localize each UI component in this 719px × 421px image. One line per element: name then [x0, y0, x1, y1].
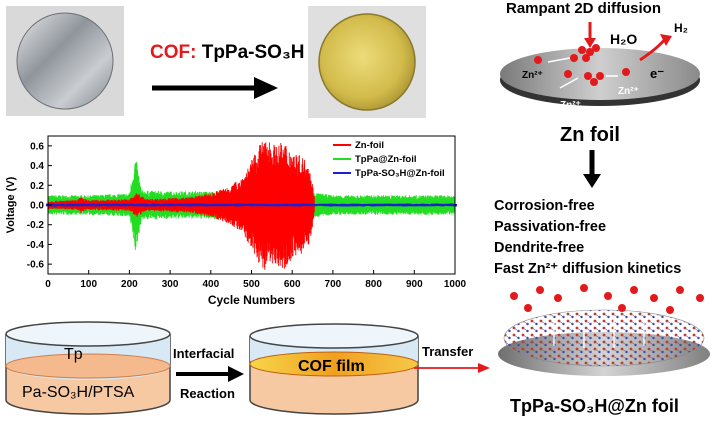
- x-tick-label: 0: [45, 279, 51, 290]
- y-axis-label: Voltage (V): [5, 176, 17, 233]
- legend-entry: TpPa-SO₃H@Zn-foil: [355, 168, 445, 179]
- reaction-label: Reaction: [180, 386, 235, 401]
- right-beaker: [249, 323, 419, 415]
- cof-film-label: COF film: [298, 358, 365, 375]
- benefit-item: Corrosion-free: [494, 198, 595, 214]
- zn-disc-image: [16, 12, 114, 110]
- left-beaker-top-label: Tp: [64, 346, 83, 363]
- left-beaker: [5, 321, 171, 415]
- x-tick-label: 200: [121, 279, 138, 290]
- zn-ion-particles: [534, 44, 630, 86]
- cof-arrow: [152, 77, 278, 99]
- cof-foil-photo: [308, 6, 426, 118]
- x-tick-label: 100: [80, 279, 97, 290]
- x-tick-label: 300: [162, 279, 179, 290]
- x-axis-label: Cycle Numbers: [208, 293, 296, 307]
- diffusion-title: Rampant 2D diffusion: [506, 0, 662, 17]
- x-tick-label: 800: [365, 279, 382, 290]
- left-beaker-bottom-label: Pa-SO₃H/PTSA: [22, 384, 135, 401]
- interfacial-label: Interfacial: [173, 346, 235, 361]
- zn-foil-caption: Zn foil: [560, 124, 620, 146]
- electron-label: e⁻: [650, 66, 664, 81]
- y-tick-label: -0.4: [27, 240, 45, 251]
- h2-label: H₂: [674, 21, 688, 35]
- zn-foil-photo: [6, 6, 124, 116]
- transfer-arrow: [414, 363, 490, 373]
- y-tick-label: -0.2: [27, 220, 45, 231]
- y-tick-label: 0.4: [30, 161, 44, 172]
- zn-ion-label-2: Zn²⁺: [560, 100, 581, 111]
- benefit-item: Dendrite-free: [494, 240, 585, 256]
- cof-label: COF: TpPa-SO₃H: [150, 42, 304, 64]
- y-tick-label: -0.6: [27, 260, 45, 271]
- cof-zn-foil-caption: TpPa-SO₃H@Zn foil: [510, 396, 679, 416]
- y-tick-label: 0.2: [30, 181, 44, 192]
- x-tick-label: 700: [325, 279, 342, 290]
- x-tick-label: 400: [202, 279, 219, 290]
- voltage-chart: 0 100 200 300 400 500 600 700 800 900 1000 -0.6 -0.4…: [5, 135, 467, 307]
- gold-disc-image: [318, 13, 416, 111]
- cof-label-name: TpPa-SO₃H: [201, 42, 305, 63]
- zn-ion-label-3: Zn²⁺: [618, 86, 639, 97]
- x-tick-label: 1000: [444, 279, 467, 290]
- x-tick-label: 500: [243, 279, 260, 290]
- benefits-list: Corrosion-free Passivation-free Dendrite…: [494, 198, 681, 282]
- cof-zn-foil-schematic: [498, 284, 710, 376]
- cof-label-prefix: COF:: [150, 42, 197, 63]
- zn-ion-label-1: Zn²⁺: [522, 70, 543, 81]
- reaction-arrow: [176, 366, 244, 382]
- h2o-label: H₂O: [610, 31, 637, 47]
- x-tick-label: 900: [406, 279, 423, 290]
- legend-entry: Zn-foil: [355, 140, 384, 151]
- y-tick-label: 0.6: [30, 141, 44, 152]
- legend-entry: TpPa@Zn-foil: [355, 154, 417, 165]
- down-arrow: [583, 150, 601, 188]
- y-tick-label: 0.0: [30, 201, 44, 212]
- benefit-item: Passivation-free: [494, 219, 607, 235]
- zn-foil-schematic: Zn²⁺ Zn²⁺ Zn²⁺ H₂O H₂ e⁻: [500, 21, 700, 111]
- x-tick-label: 600: [284, 279, 301, 290]
- benefit-item: Fast Zn²⁺ diffusion kinetics: [494, 261, 682, 277]
- transfer-label: Transfer: [422, 344, 474, 359]
